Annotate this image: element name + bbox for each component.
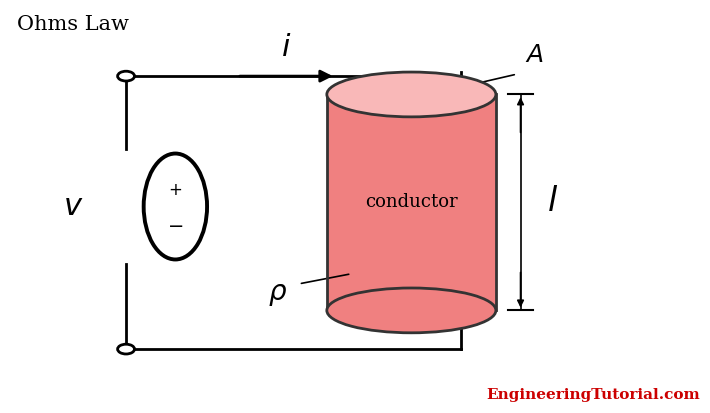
Text: EngineeringTutorial.com: EngineeringTutorial.com (486, 388, 700, 402)
Text: conductor: conductor (365, 193, 458, 211)
Text: $i$: $i$ (281, 32, 292, 63)
Text: $-$: $-$ (168, 216, 183, 234)
Ellipse shape (327, 288, 496, 333)
Circle shape (118, 344, 134, 354)
Ellipse shape (327, 72, 496, 117)
Text: $\rho$: $\rho$ (268, 280, 287, 308)
Circle shape (118, 71, 134, 81)
Bar (327, 95, 496, 311)
Text: Ohms Law: Ohms Law (17, 15, 129, 34)
Text: $+$: $+$ (168, 182, 182, 199)
Text: $A$: $A$ (525, 44, 544, 67)
Ellipse shape (143, 154, 207, 259)
Text: $l$: $l$ (547, 186, 558, 218)
Text: $v$: $v$ (63, 191, 84, 222)
Bar (327, 95, 496, 311)
